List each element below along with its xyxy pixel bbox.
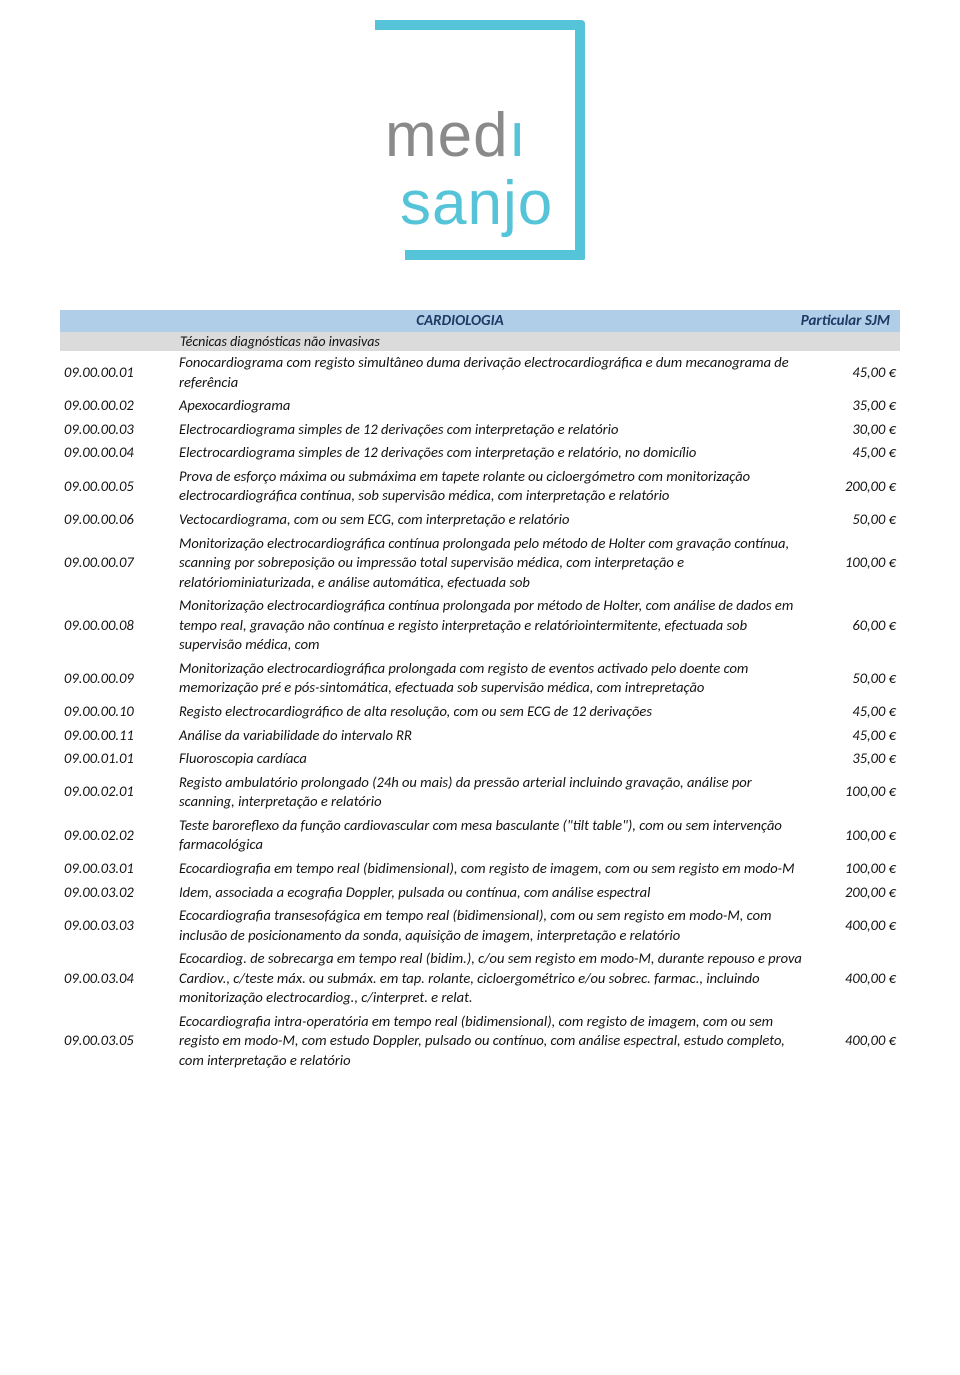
row-description: Ecocardiografia em tempo real (bidimensi… <box>175 857 810 881</box>
table-row: 09.00.00.11Análise da variabilidade do i… <box>60 724 900 748</box>
table-row: 09.00.00.08Monitorização electrocardiogr… <box>60 594 900 657</box>
row-description: Fluoroscopia cardíaca <box>175 747 810 771</box>
row-description: Registo ambulatório prolongado (24h ou m… <box>175 771 810 814</box>
row-code: 09.00.02.02 <box>60 814 175 857</box>
table-header: CARDIOLOGIA Particular SJM <box>60 310 900 332</box>
row-code: 09.00.00.05 <box>60 465 175 508</box>
table-row: 09.00.03.03Ecocardiografia transesofágic… <box>60 904 900 947</box>
header-price-col: Particular SJM <box>756 312 896 330</box>
row-code: 09.00.00.07 <box>60 532 175 595</box>
row-description: Idem, associada a ecografia Doppler, pul… <box>175 881 810 905</box>
row-description: Prova de esforço máxima ou submáxima em … <box>175 465 810 508</box>
row-description: Electrocardiograma simples de 12 derivaç… <box>175 441 810 465</box>
row-price: 45,00 € <box>810 700 900 724</box>
row-description: Monitorização electrocardiográfica contí… <box>175 594 810 657</box>
row-description: Electrocardiograma simples de 12 derivaç… <box>175 418 810 442</box>
table-row: 09.00.00.02Apexocardiograma35,00 € <box>60 394 900 418</box>
row-code: 09.00.03.01 <box>60 857 175 881</box>
table-row: 09.00.01.01Fluoroscopia cardíaca35,00 € <box>60 747 900 771</box>
row-code: 09.00.03.03 <box>60 904 175 947</box>
row-description: Fonocardiograma com registo simultâneo d… <box>175 351 810 394</box>
row-description: Monitorização electrocardiográfica prolo… <box>175 657 810 700</box>
table-row: 09.00.00.07Monitorização electrocardiogr… <box>60 532 900 595</box>
row-code: 09.00.02.01 <box>60 771 175 814</box>
row-description: Ecocardiografia intra-operatória em temp… <box>175 1010 810 1073</box>
row-price: 100,00 € <box>810 771 900 814</box>
row-description: Análise da variabilidade do intervalo RR <box>175 724 810 748</box>
row-price: 100,00 € <box>810 814 900 857</box>
row-price: 35,00 € <box>810 747 900 771</box>
row-price: 400,00 € <box>810 1010 900 1073</box>
row-description: Ecocardiog. de sobrecarga em tempo real … <box>175 947 810 1010</box>
logo: medı sanjo <box>375 20 585 280</box>
row-price: 60,00 € <box>810 594 900 657</box>
row-description: Teste baroreflexo da função cardiovascul… <box>175 814 810 857</box>
row-code: 09.00.03.04 <box>60 947 175 1010</box>
row-code: 09.00.01.01 <box>60 747 175 771</box>
table-row: 09.00.00.10Registo electrocardiográfico … <box>60 700 900 724</box>
row-code: 09.00.00.06 <box>60 508 175 532</box>
row-code: 09.00.00.10 <box>60 700 175 724</box>
table-row: 09.00.03.01 Ecocardiografia em tempo rea… <box>60 857 900 881</box>
section-heading: Técnicas diagnósticas não invasivas <box>60 332 900 351</box>
row-price: 50,00 € <box>810 657 900 700</box>
table-row: 09.00.02.01Registo ambulatório prolongad… <box>60 771 900 814</box>
table-row: 09.00.00.03Electrocardiograma simples de… <box>60 418 900 442</box>
row-price: 45,00 € <box>810 351 900 394</box>
row-description: Monitorização electrocardiográfica contí… <box>175 532 810 595</box>
row-code: 09.00.00.04 <box>60 441 175 465</box>
row-description: Registo electrocardiográfico de alta res… <box>175 700 810 724</box>
table-row: 09.00.00.05Prova de esforço máxima ou su… <box>60 465 900 508</box>
row-price: 400,00 € <box>810 947 900 1010</box>
table-row: 09.00.00.09Monitorização electrocardiogr… <box>60 657 900 700</box>
price-table: 09.00.00.01Fonocardiograma com registo s… <box>60 351 900 1073</box>
table-row: 09.00.03.05Ecocardiografia intra-operató… <box>60 1010 900 1073</box>
row-price: 200,00 € <box>810 881 900 905</box>
table-row: 09.00.00.06Vectocardiograma, com ou sem … <box>60 508 900 532</box>
row-price: 45,00 € <box>810 724 900 748</box>
row-code: 09.00.00.01 <box>60 351 175 394</box>
table-row: 09.00.00.04Electrocardiograma simples de… <box>60 441 900 465</box>
row-code: 09.00.03.02 <box>60 881 175 905</box>
row-price: 35,00 € <box>810 394 900 418</box>
table-row: 09.00.02.02Teste baroreflexo da função c… <box>60 814 900 857</box>
table-row: 09.00.00.01Fonocardiograma com registo s… <box>60 351 900 394</box>
table-row: 09.00.03.04Ecocardiog. de sobrecarga em … <box>60 947 900 1010</box>
row-code: 09.00.00.02 <box>60 394 175 418</box>
header-title: CARDIOLOGIA <box>64 312 756 330</box>
row-code: 09.00.03.05 <box>60 1010 175 1073</box>
row-code: 09.00.00.08 <box>60 594 175 657</box>
logo-text-medi: medı <box>385 100 527 171</box>
table-row: 09.00.03.02 Idem, associada a ecografia … <box>60 881 900 905</box>
row-price: 30,00 € <box>810 418 900 442</box>
row-price: 400,00 € <box>810 904 900 947</box>
row-price: 100,00 € <box>810 532 900 595</box>
row-description: Apexocardiograma <box>175 394 810 418</box>
row-price: 200,00 € <box>810 465 900 508</box>
row-price: 45,00 € <box>810 441 900 465</box>
row-code: 09.00.00.03 <box>60 418 175 442</box>
row-price: 50,00 € <box>810 508 900 532</box>
row-price: 100,00 € <box>810 857 900 881</box>
logo-text-sanjo: sanjo <box>400 168 553 239</box>
row-code: 09.00.00.11 <box>60 724 175 748</box>
row-description: Vectocardiograma, com ou sem ECG, com in… <box>175 508 810 532</box>
row-description: Ecocardiografia transesofágica em tempo … <box>175 904 810 947</box>
row-code: 09.00.00.09 <box>60 657 175 700</box>
logo-container: medı sanjo <box>60 20 900 280</box>
